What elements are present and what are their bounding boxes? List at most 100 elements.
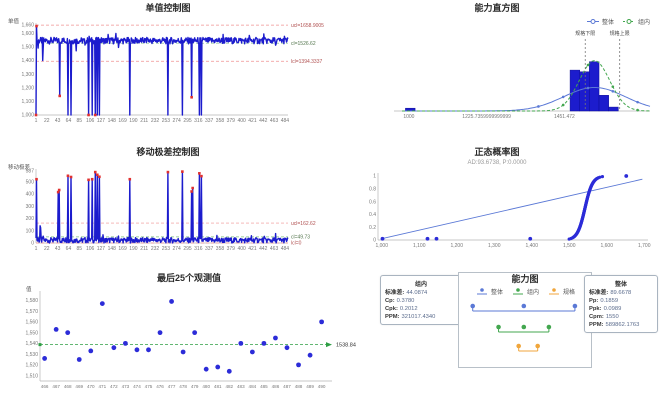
capability-legend[interactable]: 整体 组内 规格 (459, 287, 591, 296)
svg-text:100: 100 (26, 228, 35, 234)
svg-text:1,540: 1,540 (25, 341, 38, 347)
moving-range-chart-title: 移动极差控制图 (136, 147, 200, 157)
legend-marker-icon (586, 19, 599, 24)
moving-range-plot[interactable]: 0 100 200 300 400 500 587 1 22 43 64 85 106 127 148 169… (2, 159, 334, 267)
svg-text:1,560: 1,560 (25, 320, 38, 326)
svg-text:1000: 1000 (403, 114, 414, 120)
axes: 1000 1225.7359999999999 1451.472 (394, 110, 650, 120)
stat-row: PPM: 589862.1763 (589, 322, 640, 328)
svg-text:442: 442 (259, 246, 268, 252)
svg-text:1225.7359999999999: 1225.7359999999999 (462, 114, 511, 120)
fit-line[interactable] (381, 178, 643, 240)
svg-text:127: 127 (97, 118, 106, 124)
density-curve[interactable] (402, 60, 650, 112)
svg-text:274: 274 (173, 246, 182, 252)
svg-text:190: 190 (129, 118, 138, 124)
svg-text:379: 379 (227, 246, 236, 252)
svg-text:0.4: 0.4 (369, 212, 376, 218)
legend-marker-icon (549, 288, 559, 295)
legend-label: 组内 (637, 20, 650, 26)
svg-text:190: 190 (129, 246, 138, 252)
out-of-control-markers[interactable] (34, 24, 193, 117)
svg-text:单值: 单值 (8, 17, 20, 25)
svg-text:479: 479 (191, 384, 199, 389)
svg-text:478: 478 (179, 384, 187, 389)
probability-points[interactable] (380, 174, 629, 241)
svg-text:1,300: 1,300 (21, 72, 34, 78)
svg-text:358: 358 (216, 118, 225, 124)
series-line[interactable] (35, 170, 289, 244)
legend-label: 整体 (490, 290, 503, 296)
legend-item[interactable]: 整体 (586, 17, 614, 26)
svg-text:463: 463 (270, 118, 279, 124)
observation-points[interactable] (42, 299, 325, 374)
svg-text:482: 482 (225, 384, 233, 389)
capability-histogram-chart: 能力直方图 整体 组内 1000 1225.7359999999999 1451.47… (336, 2, 658, 142)
svg-text:cl=49.73: cl=49.73 (291, 235, 310, 241)
svg-text:0.6: 0.6 (369, 199, 376, 205)
svg-text:148: 148 (108, 118, 117, 124)
svg-text:1,600: 1,600 (21, 31, 34, 37)
svg-text:148: 148 (108, 246, 117, 252)
svg-text:488: 488 (295, 384, 303, 389)
svg-text:规格上限: 规格上限 (610, 30, 630, 37)
legend-item[interactable]: 组内 (511, 287, 539, 296)
svg-text:1,510: 1,510 (25, 373, 38, 379)
svg-text:1,600: 1,600 (600, 243, 613, 249)
capability-interval-整体[interactable] (470, 303, 578, 312)
out-of-control-markers[interactable] (35, 170, 203, 194)
svg-text:211: 211 (140, 246, 148, 252)
legend-item[interactable]: 组内 (622, 17, 650, 26)
capability-plot[interactable] (459, 296, 589, 360)
svg-text:490: 490 (318, 384, 326, 389)
legend-item[interactable]: 整体 (475, 287, 503, 296)
svg-text:1,530: 1,530 (25, 352, 38, 358)
stat-row: Cpk: 0.2012 (385, 306, 418, 312)
svg-text:1: 1 (35, 246, 38, 252)
last-25-observations-chart: 最后25个观测值 1,510 1,520 1,530 1,540 1,550 1,560 1… (2, 272, 376, 412)
svg-text:1538.84: 1538.84 (336, 343, 356, 349)
svg-text:1,400: 1,400 (525, 243, 538, 249)
probability-plot[interactable]: 1,000 1,100 1,200 1,300 1,400 1,500 1,600 1,700… (336, 168, 658, 266)
capability-interval-规格[interactable] (516, 343, 540, 352)
legend-marker-icon (622, 19, 635, 24)
svg-text:316: 316 (194, 246, 203, 252)
histogram-bars[interactable] (405, 61, 619, 112)
overall-stats-panel: 整体 标准差: 89.6678 Pp: 0.1859 Ppk: 0.0989 Cpm: 155… (584, 275, 658, 333)
svg-text:467: 467 (52, 384, 60, 389)
svg-text:0: 0 (373, 238, 376, 244)
capability-interval-组内[interactable] (496, 324, 552, 333)
capability-plot-box: 能力图 整体 组内 规格 (458, 272, 592, 368)
svg-text:469: 469 (75, 384, 83, 389)
svg-text:468: 468 (64, 384, 72, 389)
svg-text:466: 466 (41, 384, 49, 389)
individuals-plot[interactable]: 1,000 1,100 1,200 1,300 1,400 1,500 1,600 1,660… (2, 15, 334, 139)
within-stats-rows: 标准差: 44.0874 Cp: 0.3780 Cpk: 0.2012 PPM: 321017… (385, 289, 457, 321)
series-line[interactable] (35, 25, 289, 116)
legend-item[interactable]: 规格 (547, 287, 575, 296)
histogram-plot[interactable]: 1000 1225.7359999999999 1451.472 规格下限 规格上限 (336, 15, 658, 141)
svg-text:481: 481 (214, 384, 222, 389)
svg-text:421: 421 (248, 246, 257, 252)
svg-text:值: 值 (26, 285, 32, 293)
last25-plot[interactable]: 1,510 1,520 1,530 1,540 1,550 1,560 1,570 1,580… (2, 285, 376, 411)
svg-text:1,700: 1,700 (638, 243, 651, 249)
svg-text:211: 211 (140, 118, 148, 124)
svg-text:1: 1 (35, 118, 38, 124)
svg-text:规格下限: 规格下限 (575, 30, 595, 37)
svg-text:400: 400 (237, 118, 246, 124)
svg-text:64: 64 (66, 118, 72, 124)
svg-text:lcl=0: lcl=0 (291, 241, 302, 247)
capability-section: 组内 标准差: 44.0874 Cp: 0.3780 Cpk: 0.2012 PPM: 321… (378, 272, 658, 412)
svg-text:127: 127 (97, 246, 106, 252)
histogram-legend[interactable]: 整体 组内 (586, 17, 650, 26)
svg-text:169: 169 (118, 118, 127, 124)
stat-row: 标准差: 89.6678 (589, 290, 632, 296)
svg-text:471: 471 (98, 384, 106, 389)
spec-limit-lines: 规格下限 规格上限 (575, 30, 630, 111)
svg-text:480: 480 (202, 384, 210, 389)
probability-chart-title: 正态概率图 (474, 147, 520, 157)
svg-text:cl=1526.62: cl=1526.62 (291, 41, 316, 47)
svg-text:85: 85 (77, 118, 83, 124)
svg-text:ucl=1658.9005: ucl=1658.9005 (291, 23, 324, 29)
